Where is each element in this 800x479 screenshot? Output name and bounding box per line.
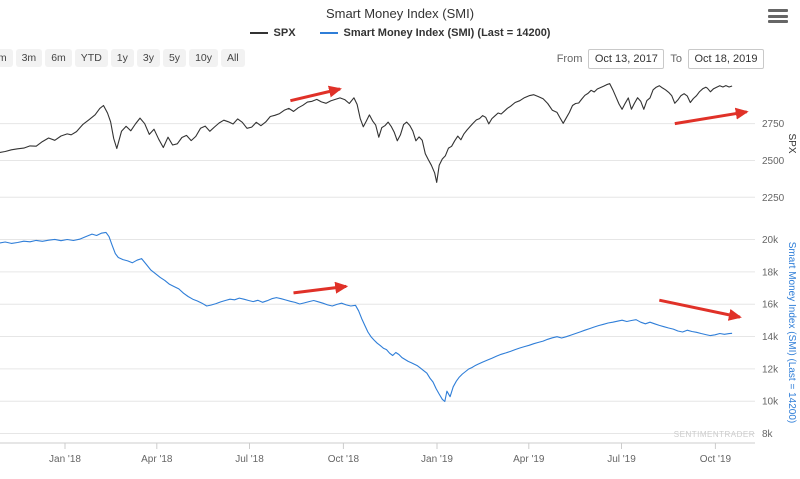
y-axis-tick-label: 12k <box>762 364 779 375</box>
watermark: SENTIMENTRADER <box>674 430 755 439</box>
spx-series-line <box>0 83 733 183</box>
range-button-5y[interactable]: 5y <box>162 49 187 67</box>
range-button-1m[interactable]: 1m <box>0 49 13 67</box>
range-button-3m[interactable]: 3m <box>15 49 43 67</box>
x-axis-tick-label: Jan '19 <box>421 454 453 465</box>
toolbar: 1m3m6mYTD1y3y5y10yAll From To <box>0 49 800 71</box>
y-axis-tick-label: 10k <box>762 397 779 408</box>
range-button-all[interactable]: All <box>221 49 245 67</box>
range-button-10y[interactable]: 10y <box>189 49 218 67</box>
range-button-3y[interactable]: 3y <box>136 49 160 67</box>
range-selector: 1m3m6mYTD1y3y5y10yAll <box>0 49 245 67</box>
chart-header: Smart Money Index (SMI) <box>0 6 800 21</box>
x-axis-tick-label: Apr '19 <box>513 454 545 465</box>
from-label: From <box>556 53 583 65</box>
annotation-arrow <box>293 281 349 295</box>
y-axis-tick-label: 14k <box>762 332 779 343</box>
hamburger-bar <box>768 14 788 18</box>
date-range: From To <box>557 49 764 69</box>
y-axis-tick-label: 16k <box>762 300 779 311</box>
spx-axis-title: SPX <box>786 133 797 153</box>
y-axis-tick-label: 8k <box>762 429 774 440</box>
x-axis-tick-label: Oct '18 <box>328 454 360 465</box>
range-button-ytd[interactable]: YTD <box>74 49 108 67</box>
annotation-arrow <box>290 85 342 103</box>
smi-series-line <box>0 231 733 403</box>
legend-label: SPX <box>273 27 296 39</box>
x-axis-tick-label: Apr '18 <box>141 454 173 465</box>
x-axis-tick-label: Jul '18 <box>235 454 264 465</box>
to-date-input[interactable] <box>688 49 764 69</box>
legend-item-spx[interactable]: SPX <box>249 27 296 39</box>
range-button-1y[interactable]: 1y <box>110 49 134 67</box>
y-axis-tick-label: 2500 <box>762 156 785 167</box>
legend: SPX Smart Money Index (SMI) (Last = 14200… <box>0 27 800 39</box>
annotation-arrow <box>674 107 749 126</box>
x-axis-tick-label: Jan '18 <box>49 454 81 465</box>
y-axis-tick-label: 2750 <box>762 119 785 130</box>
y-axis-tick-label: 18k <box>762 267 779 278</box>
hamburger-bar <box>768 9 788 12</box>
hamburger-menu-icon[interactable] <box>768 9 788 23</box>
legend-item-smi[interactable]: Smart Money Index (SMI) (Last = 14200) <box>319 27 551 39</box>
hamburger-bar <box>768 20 788 23</box>
annotation-arrow <box>658 298 742 321</box>
y-axis-tick-label: 2250 <box>762 193 785 204</box>
smi-axis-title: Smart Money Index (SMI) (Last = 14200) <box>786 242 797 423</box>
legend-line-swatch <box>249 32 268 34</box>
from-date-input[interactable] <box>588 49 665 69</box>
to-label: To <box>670 53 682 65</box>
legend-label: Smart Money Index (SMI) (Last = 14200) <box>343 27 551 39</box>
legend-line-swatch <box>319 32 338 34</box>
x-axis-tick-label: Oct '19 <box>700 454 732 465</box>
y-axis-tick-label: 20k <box>762 235 779 246</box>
chart-title: Smart Money Index (SMI) <box>325 6 475 21</box>
range-button-6m[interactable]: 6m <box>45 49 72 67</box>
x-axis-tick-label: Jul '19 <box>607 454 636 465</box>
